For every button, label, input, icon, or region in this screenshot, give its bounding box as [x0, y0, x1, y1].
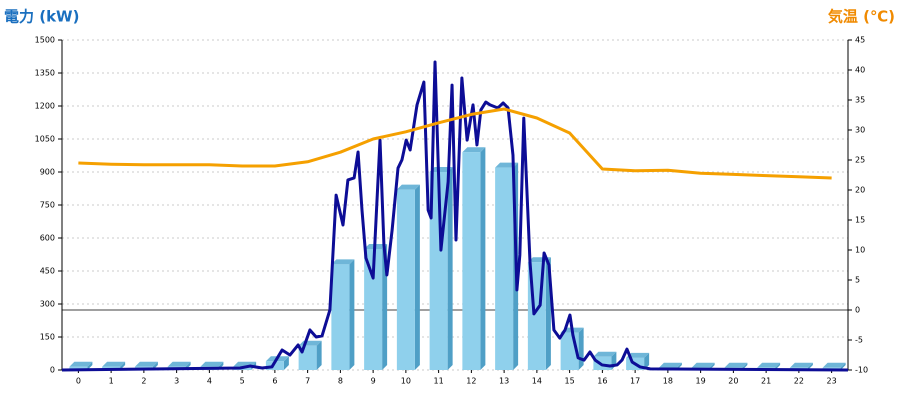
bar-top: [593, 351, 617, 357]
x-tick-label: 17: [630, 377, 640, 386]
bar-side: [807, 362, 813, 370]
y2-tick-label: 30: [855, 126, 865, 135]
bar-top: [462, 147, 486, 153]
line: [61, 60, 849, 372]
x-tick-label: 10: [401, 377, 411, 386]
bar-front: [396, 189, 415, 370]
bar-side: [283, 356, 289, 370]
y2-tick-label: 15: [855, 216, 865, 225]
y-tick-label: 1350: [35, 69, 55, 78]
x-tick-label: 9: [371, 377, 376, 386]
x-tick-label: 11: [434, 377, 444, 386]
x-tick-label: 12: [466, 377, 476, 386]
y-tick-label: 1500: [35, 36, 55, 45]
bar-top: [69, 361, 93, 367]
y2-tick-label: 45: [855, 36, 865, 45]
bar-side: [644, 352, 650, 370]
y-tick-label: 1200: [35, 102, 55, 111]
bar-top: [822, 362, 846, 368]
y-tick-label: 450: [40, 267, 55, 276]
y-tick-label: 0: [50, 366, 55, 375]
line: [78, 107, 832, 180]
bar: [396, 184, 420, 370]
bar: [331, 259, 355, 370]
bar-side: [480, 147, 486, 370]
x-tick-label: 21: [761, 377, 771, 386]
bar-front: [462, 152, 481, 370]
y-tick-label: 900: [40, 168, 55, 177]
y2-tick-label: 5: [855, 276, 860, 285]
bar-top: [200, 361, 224, 367]
bar-top: [167, 361, 191, 367]
bar-front: [265, 361, 284, 370]
bar-side: [447, 167, 453, 370]
y-tick-label: 1050: [35, 135, 55, 144]
y2-tick-label: 40: [855, 66, 865, 75]
x-tick-label: 23: [827, 377, 837, 386]
bar-top: [757, 362, 781, 368]
y-tick-label: 300: [40, 300, 55, 309]
x-tick-label: 5: [240, 377, 245, 386]
bar-top: [789, 362, 813, 368]
y2-axis-title: 気温 (℃): [828, 8, 895, 26]
x-tick-label: 20: [728, 377, 738, 386]
bar-top: [626, 352, 650, 358]
bar-front: [495, 167, 514, 370]
x-tick-label: 13: [499, 377, 509, 386]
bar-top: [691, 362, 715, 368]
y2-tick-label: 35: [855, 96, 865, 105]
y2-tick-label: 20: [855, 186, 865, 195]
bar-side: [316, 340, 322, 370]
bar: [364, 244, 388, 370]
bar-top: [396, 184, 420, 190]
bar-top: [658, 362, 682, 368]
y-tick-label: 600: [40, 234, 55, 243]
x-tick-label: 14: [532, 377, 542, 386]
bar-side: [578, 327, 584, 370]
x-tick-label: 8: [338, 377, 343, 386]
y2-tick-label: 0: [855, 306, 860, 315]
x-tick-label: 15: [565, 377, 575, 386]
bar-top: [102, 361, 126, 367]
bar-side: [414, 184, 420, 370]
bar-top: [429, 167, 453, 172]
x-tick-label: 18: [663, 377, 673, 386]
x-tick-label: 6: [272, 377, 277, 386]
bar-front: [331, 264, 350, 370]
bar-side: [349, 259, 355, 370]
y-tick-label: 150: [40, 333, 55, 342]
x-tick-label: 19: [696, 377, 706, 386]
x-tick-label: 0: [76, 377, 81, 386]
bar-side: [840, 362, 846, 370]
y2-tick-label: 10: [855, 246, 865, 255]
x-tick-label: 7: [305, 377, 310, 386]
bar: [298, 340, 322, 370]
bar: [462, 147, 486, 370]
x-tick-label: 1: [109, 377, 114, 386]
bar-side: [87, 361, 93, 370]
x-tick-label: 16: [597, 377, 607, 386]
x-tick-label: 2: [141, 377, 146, 386]
x-tick-label: 22: [794, 377, 804, 386]
y2-tick-label: -5: [855, 336, 863, 345]
bar-top: [724, 362, 748, 368]
x-tick-label: 3: [174, 377, 179, 386]
y2-tick-label: 25: [855, 156, 865, 165]
x-tick-label: 4: [207, 377, 212, 386]
bar-front: [364, 249, 383, 370]
bar-top: [331, 259, 355, 265]
y2-tick-label: -10: [855, 366, 868, 375]
bar-top: [134, 361, 158, 367]
y-axis-title: 電力 (kW): [4, 8, 79, 26]
y-tick-label: 750: [40, 201, 55, 210]
